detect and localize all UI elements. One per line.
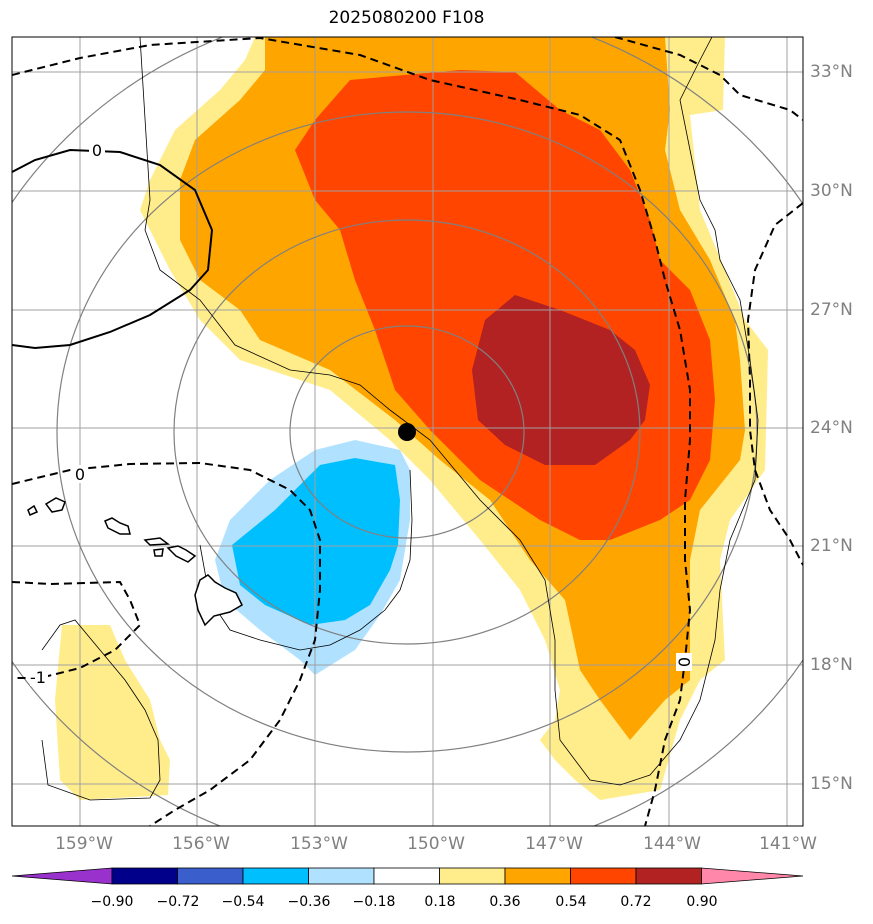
colorbar-bin — [242, 867, 309, 885]
storm-center-marker — [398, 423, 416, 441]
colorbar-tick-label: −0.90 — [90, 894, 134, 910]
colorbar-bin — [111, 867, 178, 885]
contour-labels: 0 0 0 -1 — [30, 141, 694, 687]
lat-label: 21°N — [810, 536, 853, 556]
contour-label-0b: 0 — [75, 465, 85, 484]
colorbar-bin — [635, 867, 702, 885]
lon-label: 153°W — [290, 834, 348, 854]
lon-label: 144°W — [643, 834, 701, 854]
colorbar-over-extension — [701, 867, 804, 885]
negative-anomaly-shading — [215, 440, 410, 675]
colorbar — [11, 867, 804, 885]
colorbar-tick-label: −0.54 — [221, 894, 265, 910]
lat-label: 15°N — [810, 774, 853, 794]
lat-label: 24°N — [810, 418, 853, 438]
contour-label-0a: 0 — [92, 141, 102, 160]
colorbar-bin — [439, 867, 506, 885]
map-title: 2025080200 F108 — [328, 8, 485, 28]
colorbar-bin — [177, 867, 244, 885]
lat-label: 27°N — [810, 300, 853, 320]
plot-frame — [11, 36, 804, 827]
colorbar-tick-label: 0.72 — [620, 894, 652, 910]
solid-contours — [12, 148, 214, 350]
lon-label: 147°W — [525, 834, 583, 854]
colorbar-tick-label: 0.54 — [555, 894, 587, 910]
thin-outline-contour — [41, 37, 759, 801]
colorbar-tick-label: 0.18 — [424, 894, 456, 910]
colorbar-bin — [373, 867, 440, 885]
positive-anomaly-shading — [55, 37, 768, 800]
colorbar-bin — [504, 867, 571, 885]
colorbar-tick-label: 0.90 — [686, 894, 718, 910]
lon-label: 156°W — [172, 834, 230, 854]
colorbar-tick-label: −0.36 — [287, 894, 331, 910]
lon-label: 150°W — [407, 834, 465, 854]
lon-label: 141°W — [759, 834, 817, 854]
lon-label: 159°W — [55, 834, 113, 854]
colorbar-tick-label: −0.18 — [352, 894, 396, 910]
colorbar-bin — [570, 867, 637, 885]
lat-label: 18°N — [810, 655, 853, 675]
colorbar-tick-label: 0.36 — [489, 894, 521, 910]
lat-label: 33°N — [810, 62, 853, 82]
dashed-contours — [12, 37, 803, 826]
contour-label-neg1: -1 — [30, 668, 46, 687]
colorbar-tick-label: −0.72 — [156, 894, 200, 910]
colorbar-under-extension — [11, 867, 113, 885]
colorbar-bin — [308, 867, 375, 885]
contour-label-0c: 0 — [675, 657, 694, 667]
graticule — [12, 37, 803, 826]
lat-label: 30°N — [810, 181, 853, 201]
hawaii-islands — [27, 497, 243, 627]
